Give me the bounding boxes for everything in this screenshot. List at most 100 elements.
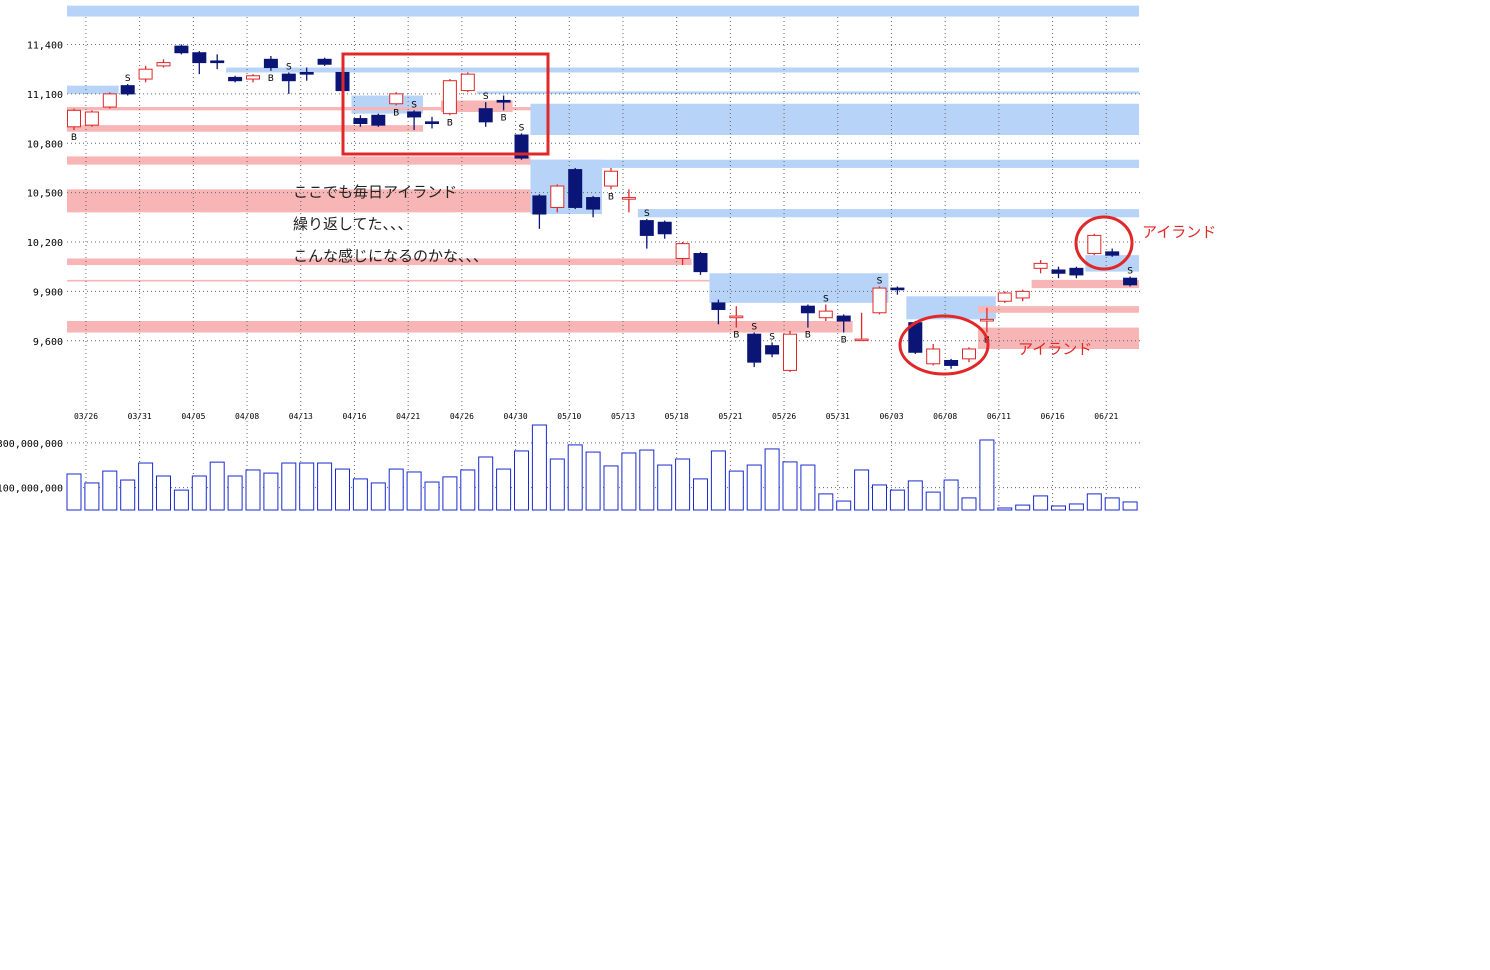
y-tick-label: 10,800 [27,139,63,150]
volume-bar [496,468,512,511]
candle-body [1123,277,1138,286]
volume-bar [209,461,225,511]
volume-bar [370,482,386,511]
zone [1031,279,1140,289]
candle-body [156,62,171,67]
zone [67,279,710,282]
zone [440,100,513,112]
volume-bar [710,450,726,511]
x-tick-label: 05/18 [665,412,689,421]
candle-body [979,318,994,322]
candle-body [478,108,493,123]
candle-body [192,52,207,64]
candle-body [1105,251,1120,256]
candle-body [550,185,565,208]
candle-body [639,220,654,236]
volume-bar [979,439,995,511]
zones [67,5,1140,349]
candle-body [1087,234,1102,255]
x-tick-label: 04/16 [342,412,366,421]
volume-bar [800,464,816,511]
candle-body [371,114,386,126]
zone [637,209,1140,218]
volume-bar [1033,495,1049,511]
annotation: こんな感じになるのかな、、、 [293,247,488,265]
signal-label: S [769,332,775,342]
annotation: アイランド [1142,223,1216,241]
volume-tick-label: 300,000,000 [0,439,63,450]
candle-body [174,45,189,54]
volume-bar [621,452,637,511]
zone [67,258,692,266]
candle-body [389,93,404,105]
candle-body [962,348,976,360]
volume-bar [424,481,440,511]
volume-bar [478,456,494,511]
candle-body [407,111,422,118]
volume-bar [1086,493,1102,511]
x-tick-label: 06/16 [1041,412,1065,421]
volume-bar [442,476,458,511]
x-tick-label: 04/30 [504,412,528,421]
candle-body [872,287,887,314]
volume-bar [191,475,207,511]
volume-bar [245,469,261,511]
signal-label: B [841,336,847,346]
volume-bar [514,450,529,511]
volume-bar [317,462,333,511]
volume-bar [120,479,136,511]
volume-bar [102,470,118,511]
volume-bar [388,468,404,511]
volume-bar [406,471,422,511]
volume-bar [854,469,870,511]
candle-body [836,315,851,322]
signal-label: B [608,192,614,202]
signal-label: B [733,331,739,341]
volume-tick-label: 100,000,000 [0,484,63,495]
volume-bar [335,468,350,511]
candle-body [747,333,762,363]
candle-body [586,197,601,210]
candle-body [675,243,690,259]
volume-bar [728,470,744,511]
candle-body [1069,267,1084,276]
volume-bar [764,448,780,511]
candle-body [460,73,475,92]
signal-label: B [447,118,453,128]
volume-bar [281,462,297,511]
volume-bar [299,462,315,511]
y-tick-label: 11,100 [27,90,63,101]
candle-body [783,333,797,371]
annotation: アイランド [1018,340,1092,358]
x-tick-label: 03/31 [128,412,152,421]
volume-bar [943,479,959,511]
signal-label: S [519,123,525,133]
candle-body [496,99,511,103]
volume-bar [352,478,368,511]
candle-body [926,348,941,365]
candle-body [138,68,153,80]
candle-body [228,76,243,82]
volume-bar [997,507,1013,511]
y-tick-label: 9,600 [33,337,63,348]
zone [530,103,1140,136]
volume-bar [227,475,243,511]
candle-body [854,338,869,342]
x-tick-label: 06/08 [933,412,957,421]
candle-body [281,73,296,82]
zone [67,156,531,165]
zone [530,159,1140,168]
x-tick-label: 06/21 [1094,412,1118,421]
candle-body [800,305,815,314]
annotation: 繰り返してた、、、 [293,215,413,233]
candle-body [621,197,636,200]
volume-bar [961,497,977,511]
volume-bar [263,472,279,511]
candle-body [693,253,708,273]
candle-body [657,221,672,235]
candle-body [1033,262,1048,269]
y-tick-label: 9,900 [33,287,63,298]
volume-bar [1051,505,1066,511]
highlight-box [341,52,550,156]
x-tick-label: 06/11 [987,412,1011,421]
